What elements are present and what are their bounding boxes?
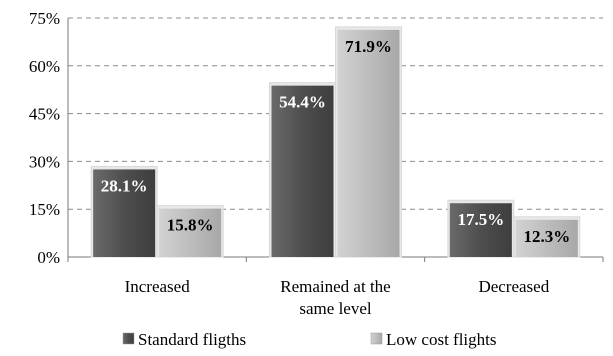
data-label: 15.8%	[167, 216, 214, 235]
data-label: 12.3%	[523, 227, 570, 246]
bar	[337, 29, 400, 258]
legend-label: Low cost flights	[386, 330, 497, 349]
data-labels: 28.1% 15.8% 54.4% 71.9% 17.5% 12.3%	[101, 37, 570, 246]
bar	[93, 169, 156, 257]
legend: Standard fligths Low cost flights	[122, 330, 497, 349]
data-label: 71.9%	[345, 37, 392, 56]
y-tick-label: 75%	[29, 9, 60, 28]
legend-swatch	[122, 332, 135, 345]
bar	[449, 203, 512, 257]
category-label: Remained at the	[280, 277, 390, 296]
category-label: Decreased	[478, 277, 549, 296]
category-labels: Increased Remained at the same level Decrea…	[125, 277, 550, 318]
legend-swatch	[370, 332, 383, 345]
category-label: Increased	[125, 277, 191, 296]
bar	[515, 219, 578, 257]
legend-label: Standard fligths	[138, 330, 246, 349]
y-tick-label: 15%	[29, 200, 60, 219]
bar	[159, 208, 222, 257]
y-tick-label: 30%	[29, 152, 60, 171]
category-label: same level	[299, 299, 371, 318]
bar	[271, 85, 334, 258]
data-label: 17.5%	[457, 210, 504, 229]
y-tick-label: 0%	[37, 248, 60, 267]
bars	[90, 26, 581, 258]
data-label: 28.1%	[101, 176, 148, 195]
y-tick-label: 45%	[29, 105, 60, 124]
data-label: 54.4%	[279, 93, 326, 112]
y-tick-label: 60%	[29, 57, 60, 76]
